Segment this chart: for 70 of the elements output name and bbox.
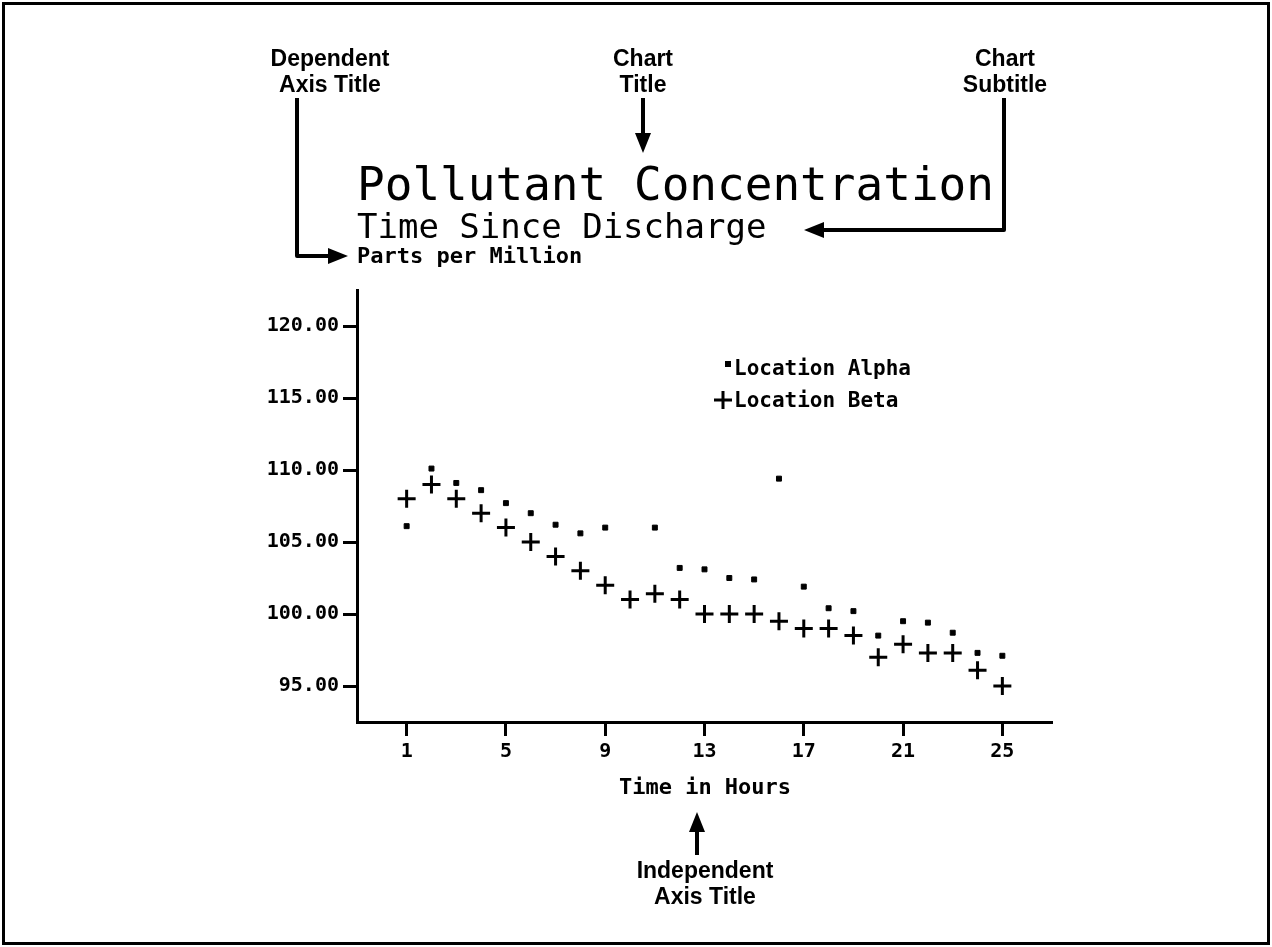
y-tick-label: 105.00 xyxy=(266,528,339,553)
point xyxy=(974,649,981,656)
point xyxy=(420,473,442,495)
x-axis-title: Time in Hours xyxy=(618,774,792,799)
point xyxy=(470,502,492,524)
point xyxy=(825,605,832,612)
point xyxy=(999,652,1006,659)
point xyxy=(478,487,485,494)
point xyxy=(942,642,964,664)
legend-label: Location Alpha xyxy=(734,355,912,382)
point xyxy=(726,575,733,581)
point xyxy=(619,589,641,611)
text: Chart Title xyxy=(611,45,675,97)
point xyxy=(495,517,517,539)
point xyxy=(403,523,410,530)
point xyxy=(775,475,782,482)
point xyxy=(694,603,715,625)
point xyxy=(545,545,567,567)
point xyxy=(743,603,765,625)
point xyxy=(552,521,559,528)
x-tick-label: 17 xyxy=(791,738,816,763)
point xyxy=(527,510,534,517)
x-tick-label: 21 xyxy=(891,738,916,763)
point xyxy=(842,625,864,647)
x-tick-label: 1 xyxy=(400,738,413,763)
point xyxy=(569,560,591,582)
point xyxy=(669,589,691,611)
point xyxy=(396,488,418,510)
point xyxy=(768,610,790,632)
point xyxy=(924,619,931,626)
point xyxy=(875,632,882,639)
legend-label: Location Beta xyxy=(734,387,899,414)
text: Chart Subtitle xyxy=(961,45,1049,97)
text: Independent Axis Title xyxy=(635,857,775,909)
point xyxy=(867,646,889,668)
y-tick-label: 115.00 xyxy=(266,384,339,409)
point xyxy=(892,633,914,655)
y-axis-title: Parts per Million xyxy=(357,243,583,269)
point xyxy=(651,524,658,531)
point xyxy=(900,618,907,625)
point xyxy=(502,500,509,507)
y-tick-label: 100.00 xyxy=(266,600,339,625)
point xyxy=(949,629,956,636)
point xyxy=(602,524,609,531)
point xyxy=(577,530,584,537)
point xyxy=(718,603,740,625)
point xyxy=(445,488,467,510)
point xyxy=(818,617,840,639)
point xyxy=(644,583,666,605)
point xyxy=(701,566,708,573)
point xyxy=(917,642,939,664)
point xyxy=(594,574,616,596)
point xyxy=(800,583,807,590)
point xyxy=(793,617,815,639)
x-tick-label: 25 xyxy=(990,738,1015,763)
x-tick-label: 5 xyxy=(499,738,512,763)
point xyxy=(751,576,758,583)
point xyxy=(850,608,857,615)
y-tick-label: 120.00 xyxy=(266,312,339,337)
point xyxy=(520,531,542,553)
point xyxy=(428,465,435,472)
x-tick-label: 9 xyxy=(599,738,612,763)
point xyxy=(967,659,989,681)
point xyxy=(453,479,460,486)
y-tick-label: 95.00 xyxy=(278,672,339,697)
x-tick-label: 13 xyxy=(692,738,717,763)
point xyxy=(991,675,1013,697)
text: Dependent Axis Title xyxy=(269,45,391,97)
y-tick-label: 110.00 xyxy=(266,456,339,481)
point xyxy=(676,564,683,571)
